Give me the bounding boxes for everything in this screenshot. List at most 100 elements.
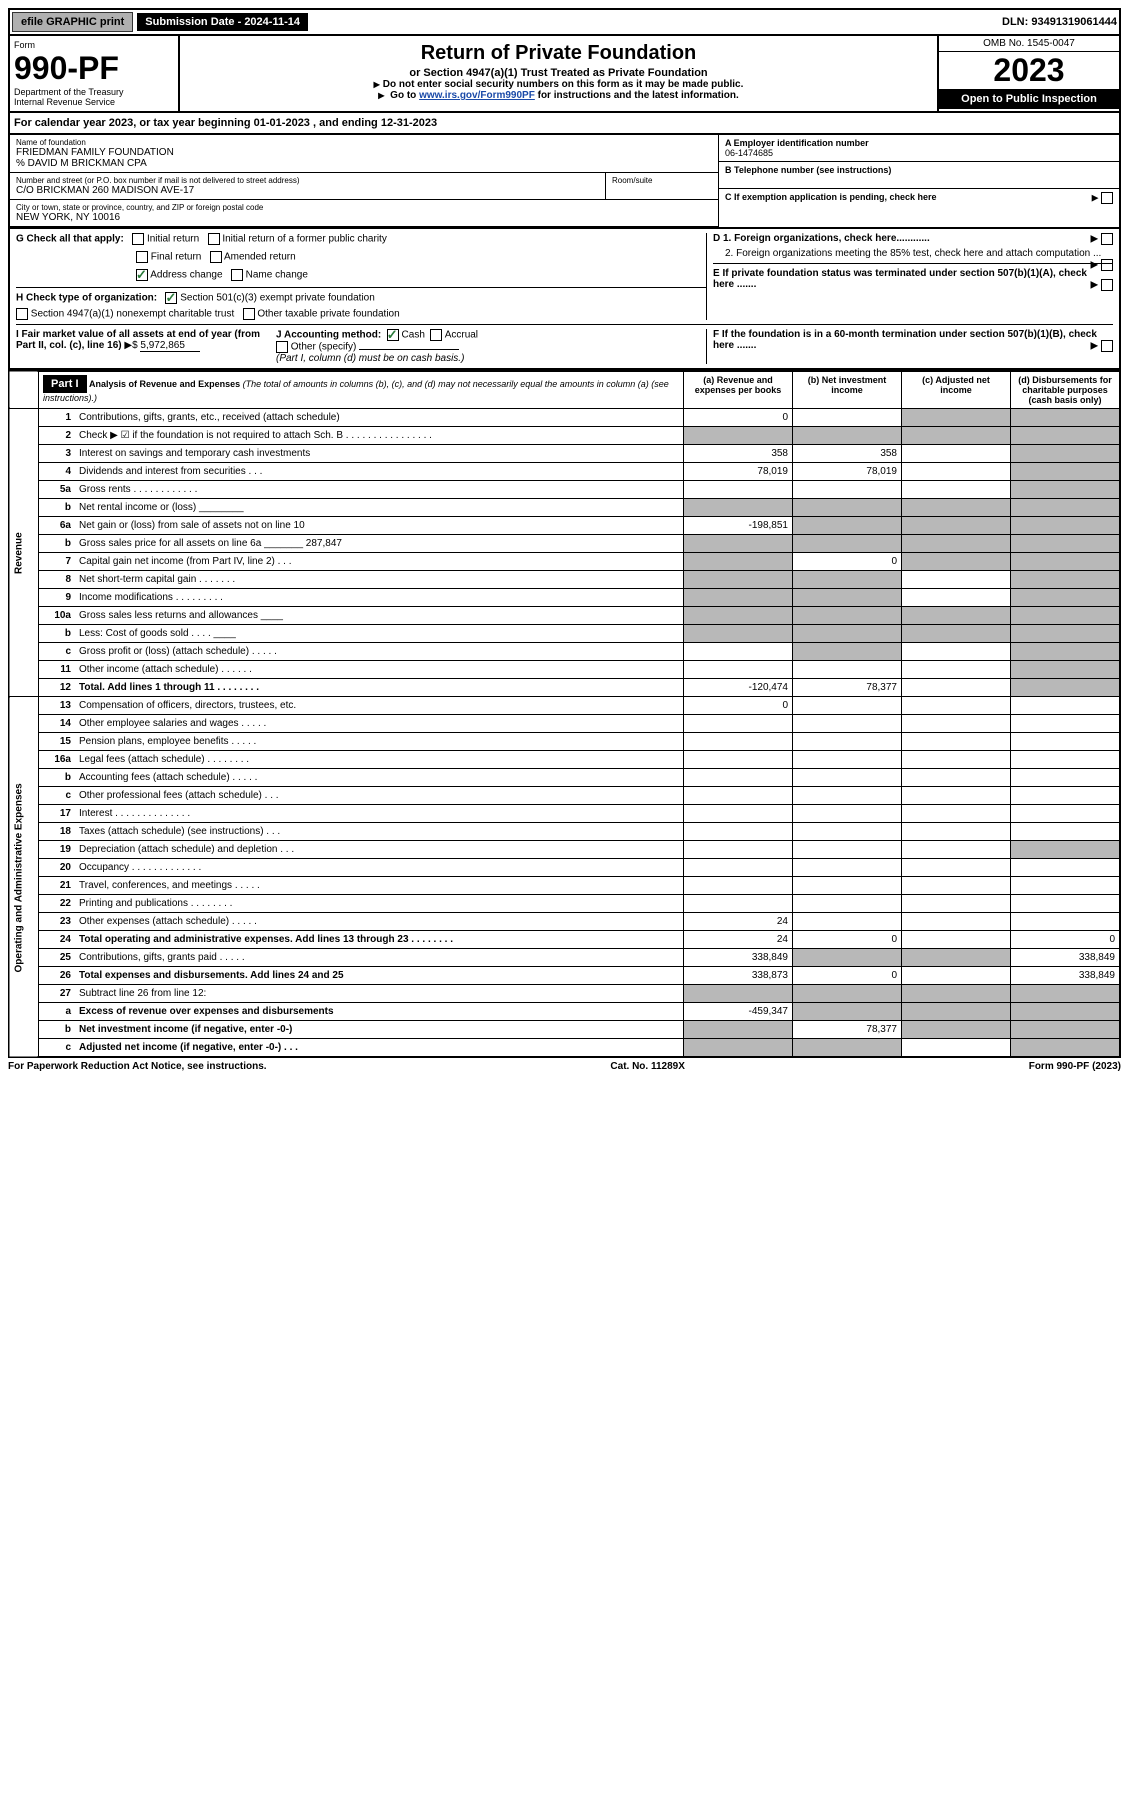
exemption-cell: C If exemption application is pending, c… xyxy=(719,189,1119,205)
line-number: 13 xyxy=(39,697,76,715)
col-b-value xyxy=(793,1039,902,1058)
col-c-value xyxy=(902,481,1011,499)
care-of: % DAVID M BRICKMAN CPA xyxy=(16,158,712,169)
line-number: c xyxy=(39,787,76,805)
col-d-value xyxy=(1011,571,1121,589)
col-c-value xyxy=(902,607,1011,625)
col-d-value xyxy=(1011,697,1121,715)
col-a-value xyxy=(684,571,793,589)
col-c-value xyxy=(902,553,1011,571)
col-c-value xyxy=(902,661,1011,679)
col-c-value xyxy=(902,463,1011,481)
e-checkbox[interactable] xyxy=(1101,279,1113,291)
h-501: Section 501(c)(3) exempt private foundat… xyxy=(180,293,375,304)
calendar-year-row: For calendar year 2023, or tax year begi… xyxy=(8,113,1121,135)
col-c-value xyxy=(902,589,1011,607)
col-b-value: 0 xyxy=(793,931,902,949)
501c3-checkbox[interactable] xyxy=(165,292,177,304)
col-d-value xyxy=(1011,661,1121,679)
col-d-value xyxy=(1011,805,1121,823)
col-d-value xyxy=(1011,859,1121,877)
line-description: Total expenses and disbursements. Add li… xyxy=(75,967,684,985)
analysis-table: Part I Analysis of Revenue and Expenses … xyxy=(8,370,1121,1058)
col-b-value: 78,377 xyxy=(793,679,902,697)
line-number: a xyxy=(39,1003,76,1021)
city-label: City or town, state or province, country… xyxy=(16,203,712,212)
col-b-value xyxy=(793,715,902,733)
cal-year-mid: , and ending xyxy=(313,117,381,129)
col-d-value xyxy=(1011,751,1121,769)
footer-left: For Paperwork Reduction Act Notice, see … xyxy=(8,1061,267,1072)
col-d-header: (d) Disbursements for charitable purpose… xyxy=(1011,371,1121,409)
other-taxable-checkbox[interactable] xyxy=(243,308,255,320)
d1-checkbox[interactable] xyxy=(1101,233,1113,245)
tax-year: 2023 xyxy=(939,52,1119,89)
efile-print-button[interactable]: efile GRAPHIC print xyxy=(12,12,133,32)
line-description: Check ▶ ☑ if the foundation is not requi… xyxy=(75,427,684,445)
table-row: 26Total expenses and disbursements. Add … xyxy=(9,967,1120,985)
table-row: 21Travel, conferences, and meetings . . … xyxy=(9,877,1120,895)
col-c-value xyxy=(902,823,1011,841)
f-checkbox[interactable] xyxy=(1101,340,1113,352)
col-a-value xyxy=(684,841,793,859)
table-row: 4Dividends and interest from securities … xyxy=(9,463,1120,481)
cal-year-begin: 01-01-2023 xyxy=(254,117,310,129)
table-row: bNet rental income or (loss) ________ xyxy=(9,499,1120,517)
footer-right: Form 990-PF (2023) xyxy=(1029,1061,1121,1072)
col-a-value xyxy=(684,805,793,823)
col-a-value: 0 xyxy=(684,409,793,427)
col-d-value xyxy=(1011,535,1121,553)
final-return-checkbox[interactable] xyxy=(136,251,148,263)
initial-return-checkbox[interactable] xyxy=(132,233,144,245)
line-description: Printing and publications . . . . . . . … xyxy=(75,895,684,913)
c-checkbox[interactable] xyxy=(1101,192,1113,204)
line-number: 4 xyxy=(39,463,76,481)
line-description: Accounting fees (attach schedule) . . . … xyxy=(75,769,684,787)
col-b-value xyxy=(793,409,902,427)
line-number: 10a xyxy=(39,607,76,625)
line-description: Interest . . . . . . . . . . . . . . xyxy=(75,805,684,823)
name-change-checkbox[interactable] xyxy=(231,269,243,281)
line-number: 18 xyxy=(39,823,76,841)
col-b-value xyxy=(793,877,902,895)
col-a-value: 338,873 xyxy=(684,967,793,985)
other-method-checkbox[interactable] xyxy=(276,341,288,353)
col-a-value xyxy=(684,751,793,769)
table-row: 25Contributions, gifts, grants paid . . … xyxy=(9,949,1120,967)
col-d-value xyxy=(1011,553,1121,571)
accrual-checkbox[interactable] xyxy=(430,329,442,341)
g-addr: Address change xyxy=(150,270,222,281)
4947-checkbox[interactable] xyxy=(16,308,28,320)
col-b-value xyxy=(793,661,902,679)
table-row: bNet investment income (if negative, ent… xyxy=(9,1021,1120,1039)
col-d-value xyxy=(1011,481,1121,499)
line-number: 21 xyxy=(39,877,76,895)
col-c-value xyxy=(902,985,1011,1003)
address-change-checkbox[interactable] xyxy=(136,269,148,281)
line-number: 8 xyxy=(39,571,76,589)
col-b-value xyxy=(793,787,902,805)
col-a-value: 24 xyxy=(684,913,793,931)
top-bar: efile GRAPHIC print Submission Date - 20… xyxy=(8,8,1121,36)
j-accrual: Accrual xyxy=(445,330,478,341)
amended-return-checkbox[interactable] xyxy=(210,251,222,263)
col-c-value xyxy=(902,949,1011,967)
line-number: 17 xyxy=(39,805,76,823)
table-row: aExcess of revenue over expenses and dis… xyxy=(9,1003,1120,1021)
col-b-value xyxy=(793,499,902,517)
col-a-value: 24 xyxy=(684,931,793,949)
line-description: Dividends and interest from securities .… xyxy=(75,463,684,481)
line-number: 15 xyxy=(39,733,76,751)
line-description: Contributions, gifts, grants, etc., rece… xyxy=(75,409,684,427)
col-d-value xyxy=(1011,1021,1121,1039)
line-number: 20 xyxy=(39,859,76,877)
cash-checkbox[interactable] xyxy=(387,329,399,341)
table-row: bGross sales price for all assets on lin… xyxy=(9,535,1120,553)
table-row: cGross profit or (loss) (attach schedule… xyxy=(9,643,1120,661)
irs-link[interactable]: www.irs.gov/Form990PF xyxy=(419,90,535,101)
initial-pc-checkbox[interactable] xyxy=(208,233,220,245)
note-link-post: for instructions and the latest informat… xyxy=(535,90,739,101)
d2-checkbox[interactable] xyxy=(1101,259,1113,271)
col-c-value xyxy=(902,931,1011,949)
line-number: 27 xyxy=(39,985,76,1003)
